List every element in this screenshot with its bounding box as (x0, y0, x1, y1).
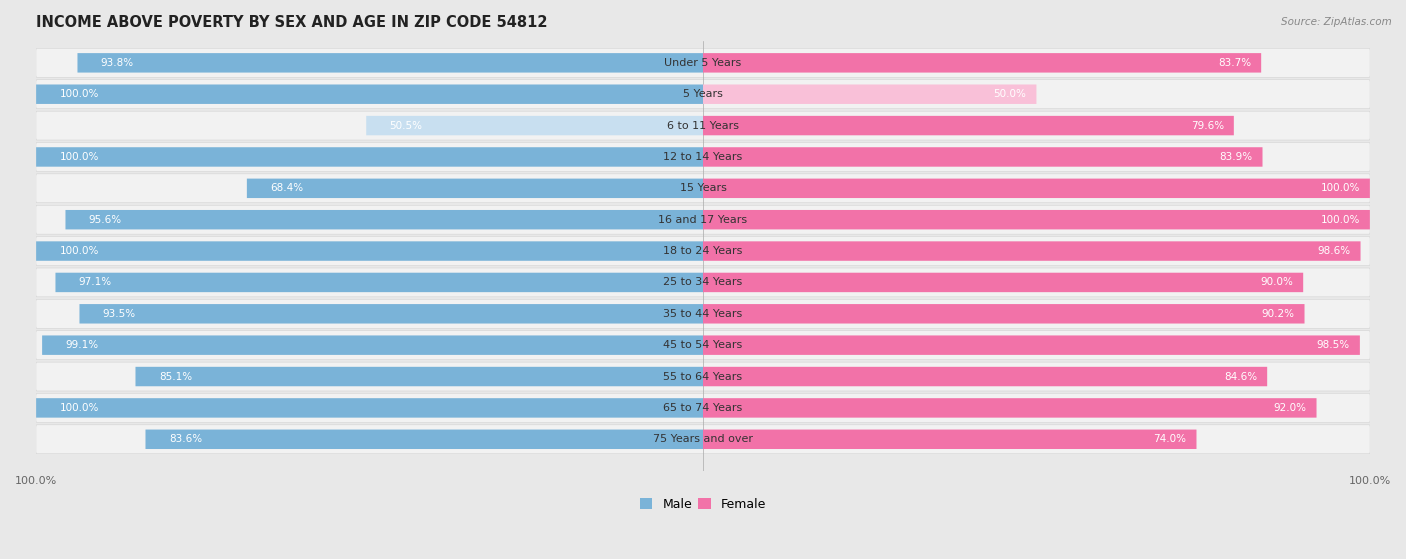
FancyBboxPatch shape (703, 210, 1369, 229)
FancyBboxPatch shape (37, 268, 1369, 297)
FancyBboxPatch shape (37, 331, 1369, 359)
Text: INCOME ABOVE POVERTY BY SEX AND AGE IN ZIP CODE 54812: INCOME ABOVE POVERTY BY SEX AND AGE IN Z… (37, 15, 547, 30)
Text: 15 Years: 15 Years (679, 183, 727, 193)
FancyBboxPatch shape (145, 429, 703, 449)
FancyBboxPatch shape (703, 429, 1197, 449)
FancyBboxPatch shape (37, 84, 703, 104)
Text: 100.0%: 100.0% (59, 403, 98, 413)
Text: 99.1%: 99.1% (66, 340, 98, 350)
Text: 12 to 14 Years: 12 to 14 Years (664, 152, 742, 162)
Text: 90.0%: 90.0% (1260, 277, 1294, 287)
Text: 35 to 44 Years: 35 to 44 Years (664, 309, 742, 319)
FancyBboxPatch shape (366, 116, 703, 135)
Text: 55 to 64 Years: 55 to 64 Years (664, 372, 742, 382)
FancyBboxPatch shape (703, 335, 1360, 355)
FancyBboxPatch shape (703, 84, 1036, 104)
Text: 50.5%: 50.5% (389, 121, 423, 131)
Text: 50.0%: 50.0% (994, 89, 1026, 99)
Text: 45 to 54 Years: 45 to 54 Years (664, 340, 742, 350)
Text: 100.0%: 100.0% (59, 152, 98, 162)
FancyBboxPatch shape (42, 335, 703, 355)
FancyBboxPatch shape (37, 398, 703, 418)
FancyBboxPatch shape (37, 362, 1369, 391)
Text: 93.5%: 93.5% (103, 309, 136, 319)
FancyBboxPatch shape (77, 53, 703, 73)
FancyBboxPatch shape (703, 367, 1267, 386)
FancyBboxPatch shape (37, 80, 1369, 108)
FancyBboxPatch shape (37, 241, 703, 261)
Text: 93.8%: 93.8% (101, 58, 134, 68)
FancyBboxPatch shape (703, 398, 1316, 418)
FancyBboxPatch shape (703, 53, 1261, 73)
FancyBboxPatch shape (135, 367, 703, 386)
Text: 83.9%: 83.9% (1219, 152, 1253, 162)
FancyBboxPatch shape (247, 178, 703, 198)
Legend: Male, Female: Male, Female (636, 493, 770, 516)
FancyBboxPatch shape (703, 241, 1361, 261)
Text: 100.0%: 100.0% (59, 89, 98, 99)
FancyBboxPatch shape (37, 300, 1369, 328)
Text: Under 5 Years: Under 5 Years (665, 58, 741, 68)
Text: 65 to 74 Years: 65 to 74 Years (664, 403, 742, 413)
Text: 75 Years and over: 75 Years and over (652, 434, 754, 444)
Text: 83.6%: 83.6% (169, 434, 202, 444)
FancyBboxPatch shape (37, 174, 1369, 203)
FancyBboxPatch shape (37, 205, 1369, 234)
FancyBboxPatch shape (66, 210, 703, 229)
Text: 83.7%: 83.7% (1218, 58, 1251, 68)
FancyBboxPatch shape (703, 304, 1305, 324)
Text: 100.0%: 100.0% (1320, 215, 1360, 225)
Text: 92.0%: 92.0% (1274, 403, 1306, 413)
FancyBboxPatch shape (80, 304, 703, 324)
Text: 68.4%: 68.4% (270, 183, 304, 193)
FancyBboxPatch shape (37, 425, 1369, 454)
Text: 16 and 17 Years: 16 and 17 Years (658, 215, 748, 225)
Text: 84.6%: 84.6% (1225, 372, 1257, 382)
FancyBboxPatch shape (37, 111, 1369, 140)
FancyBboxPatch shape (703, 116, 1234, 135)
FancyBboxPatch shape (37, 236, 1369, 266)
Text: 100.0%: 100.0% (59, 246, 98, 256)
FancyBboxPatch shape (37, 49, 1369, 77)
FancyBboxPatch shape (37, 394, 1369, 423)
Text: 90.2%: 90.2% (1261, 309, 1295, 319)
Text: 74.0%: 74.0% (1153, 434, 1187, 444)
FancyBboxPatch shape (37, 143, 1369, 172)
Text: 5 Years: 5 Years (683, 89, 723, 99)
FancyBboxPatch shape (703, 273, 1303, 292)
Text: Source: ZipAtlas.com: Source: ZipAtlas.com (1281, 17, 1392, 27)
Text: 25 to 34 Years: 25 to 34 Years (664, 277, 742, 287)
Text: 95.6%: 95.6% (89, 215, 122, 225)
Text: 85.1%: 85.1% (159, 372, 193, 382)
FancyBboxPatch shape (55, 273, 703, 292)
FancyBboxPatch shape (37, 147, 703, 167)
Text: 98.5%: 98.5% (1317, 340, 1350, 350)
FancyBboxPatch shape (703, 178, 1369, 198)
FancyBboxPatch shape (703, 147, 1263, 167)
Text: 100.0%: 100.0% (1320, 183, 1360, 193)
Text: 79.6%: 79.6% (1191, 121, 1223, 131)
Text: 97.1%: 97.1% (79, 277, 112, 287)
Text: 6 to 11 Years: 6 to 11 Years (666, 121, 740, 131)
Text: 98.6%: 98.6% (1317, 246, 1351, 256)
Text: 18 to 24 Years: 18 to 24 Years (664, 246, 742, 256)
